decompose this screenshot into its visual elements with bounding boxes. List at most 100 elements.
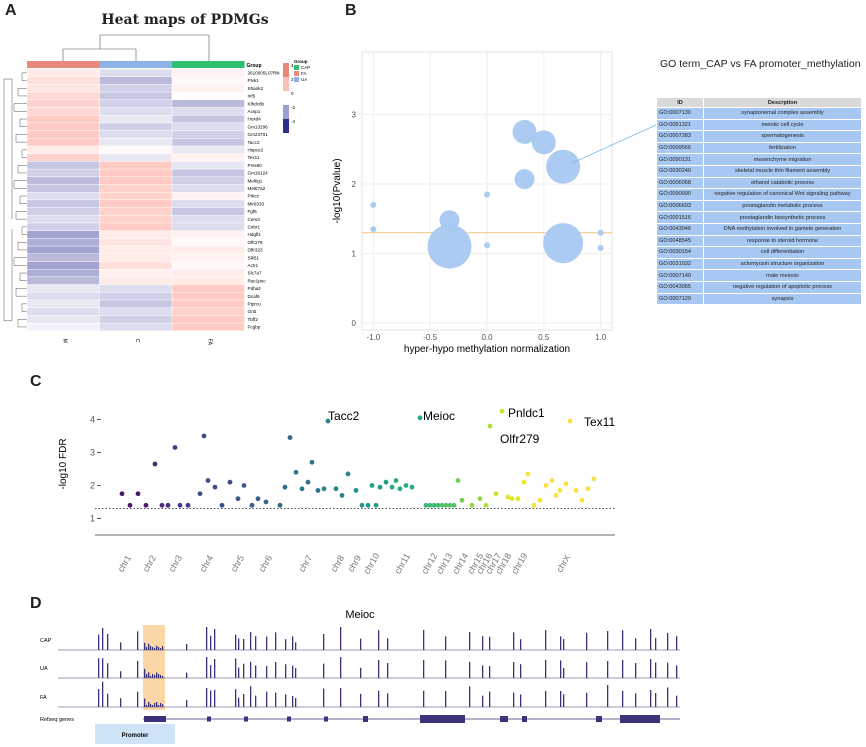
go-bubble [484,191,490,198]
snp-point [241,483,247,488]
go-description: negative regulation of apoptotic process [703,280,862,294]
go-id: GO:0006068 [656,176,704,190]
signal-bar [378,630,380,650]
signal-bar [423,659,425,678]
signal-bar [144,646,146,650]
heatmap-cell [171,99,245,108]
signal-bar [150,646,152,650]
heatmap-cell [26,238,100,247]
gene-label: Olfr323 [248,248,264,253]
heatmap-cell [26,268,100,278]
gene-label: Acsp1 [248,109,261,114]
signal-bar [275,662,277,678]
sample-label: UA [40,666,48,672]
snp-point [389,484,395,490]
snp-point [537,497,543,503]
snp-point [427,502,433,508]
signal-bar [150,704,152,707]
snp-point [397,486,403,492]
signal-bar [635,638,637,650]
heatmap-cell [171,215,245,224]
signal-bar [266,636,268,650]
snp-point [263,499,269,505]
snp-point [333,486,339,492]
heatmap-cell [99,161,173,170]
heatmap-cell [171,122,245,131]
heatmap-cell [171,176,245,185]
signal-bar [214,659,216,678]
promoter-box [95,724,175,744]
signal-bar [102,658,104,678]
gene-label: Mir6333 [248,201,265,206]
promoter-highlight [143,625,165,710]
row-dendrogram-branch [19,118,27,127]
gene-label: Dcaf6 [248,294,260,299]
signal-bar [160,675,162,678]
gene-label: Shank2 [248,86,264,91]
signal-bar [160,648,162,650]
heatmap-cell [171,76,245,85]
legend-swatch [294,65,299,70]
heatmap-cell [26,315,100,324]
snp-point [483,502,489,508]
heatmap-cell [99,99,173,108]
signal-bar [243,638,245,650]
snp-point [447,502,453,508]
panel-letter-a: A [5,2,17,19]
color-scale-segment [283,119,289,133]
heatmap-cell [26,176,100,185]
signal-bar [285,664,287,678]
gene-exon [522,716,527,722]
heatmap-cell [171,168,245,178]
snp-point [339,492,345,498]
snp-point [477,496,483,502]
go-table-row: GO:0090131 mesenchyme migration [656,153,862,166]
gene-label: Hspce2 [248,148,264,153]
signal-bar [120,671,122,678]
heatmap-cell [99,114,173,124]
signal-bar [162,704,164,707]
signal-bar [545,630,547,650]
color-scale-label: 2 [291,77,294,82]
heatmap-cell [171,199,245,208]
snp-point [469,502,475,508]
gene-label: Inf5 [248,94,256,99]
snp-point [165,502,171,508]
go-bubble [546,149,581,184]
go-bubble-chart: -1.0 -0.5 0.0 0.5 1.0 0 1 2 3 hyper-hypo methylat… [332,51,657,355]
go-bubble [543,223,584,264]
signal-bar [520,664,522,678]
signal-bar [520,639,522,650]
signal-bar [482,695,484,707]
signal-bar [445,636,447,650]
snp-point [293,469,299,475]
snp-point [403,483,409,488]
heatmap-cell [171,268,245,278]
color-scale-label: -2 [291,105,295,110]
snp-point [325,418,331,424]
heatmap-cell [26,153,100,162]
heatmap-cell [171,261,245,270]
legend-label: CAP [301,65,310,70]
go-id: GO:0031032 [656,257,704,271]
signal-bar [146,674,148,678]
heatmap-cell [99,91,173,100]
signal-bar [154,703,156,707]
signal-bar [650,690,652,707]
snp-point [172,445,178,450]
signal-bar [469,661,471,678]
signal-bar [676,695,678,707]
signal-bar [387,663,389,678]
x-tick-label: 0.0 [481,333,493,342]
heatmap-cell [99,315,173,324]
signal-bar [152,705,154,707]
snp-point [359,502,365,508]
snp-point [515,496,521,502]
signal-bar [545,690,547,707]
signal-bar [243,694,245,707]
gene-exon [363,716,368,722]
chromosome-label: chr1 [116,553,133,573]
heatmap-cell [26,284,100,293]
go-bubble [370,201,377,208]
heatmap-cell [171,184,245,193]
